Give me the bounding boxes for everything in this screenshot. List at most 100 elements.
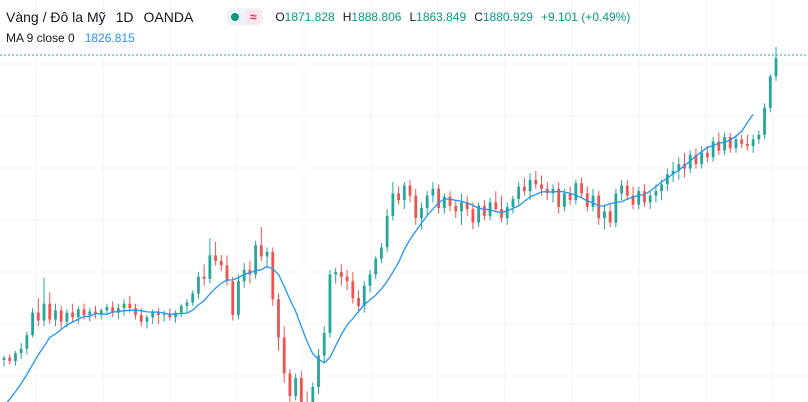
candle-body — [660, 184, 664, 192]
candle-body — [122, 303, 126, 309]
candle — [717, 132, 721, 156]
candle-body — [740, 139, 744, 144]
symbol-name[interactable]: Vàng / Đô la Mỹ — [6, 9, 106, 25]
candle — [522, 177, 526, 196]
candle-body — [734, 139, 738, 149]
candle — [254, 240, 258, 279]
candle — [59, 305, 63, 330]
candle — [402, 182, 406, 210]
indicator-label: MA 9 close 0 — [6, 31, 75, 45]
candle-body — [482, 205, 486, 216]
candle-body — [14, 353, 17, 362]
candle — [471, 202, 475, 230]
candle-body — [620, 185, 623, 194]
candle-body — [8, 357, 12, 362]
candle-body — [614, 193, 618, 223]
candle-body — [517, 186, 521, 199]
candle — [614, 188, 618, 228]
candle-body — [48, 303, 52, 320]
candle — [42, 277, 46, 327]
candle-body — [311, 386, 315, 402]
candle — [391, 182, 395, 221]
candle — [677, 157, 681, 180]
candle-body — [174, 312, 177, 318]
candle-body — [179, 305, 183, 313]
indicator-legend[interactable]: MA 9 close 0 1826.815 — [6, 30, 135, 46]
candle — [768, 74, 772, 113]
candle — [408, 179, 412, 203]
candle — [517, 182, 521, 205]
candle — [145, 314, 149, 329]
candle-body — [19, 348, 23, 354]
candle — [197, 272, 200, 300]
candle-body — [168, 313, 172, 318]
candle-body — [694, 155, 698, 165]
candle — [494, 191, 498, 212]
candle-body — [362, 285, 366, 306]
candle — [460, 193, 463, 225]
candle — [551, 184, 555, 203]
change-value: +9.101 (+0.49%) — [540, 10, 631, 24]
candle-body — [197, 276, 200, 294]
candle-body — [380, 247, 383, 259]
candle — [608, 204, 612, 228]
candle-body — [528, 179, 532, 192]
candle — [385, 209, 389, 252]
candle-body — [551, 188, 555, 194]
candle-body — [116, 308, 120, 313]
candle-body — [557, 188, 561, 207]
candle — [774, 47, 778, 81]
candle-body — [545, 188, 549, 194]
candlestick-series — [2, 47, 778, 402]
candle — [334, 267, 338, 284]
candle — [751, 134, 755, 153]
candle — [277, 293, 280, 351]
candle — [482, 200, 486, 221]
candle-body — [139, 314, 143, 322]
candle — [694, 148, 698, 169]
candle — [71, 303, 75, 322]
candle — [425, 191, 429, 216]
candle — [2, 355, 6, 367]
candle — [317, 348, 320, 394]
candle-body — [540, 184, 543, 189]
candle-body — [288, 373, 292, 396]
candle — [568, 186, 572, 205]
market-status[interactable]: ≈ — [227, 8, 264, 26]
candle-body — [391, 193, 395, 216]
candle — [54, 303, 57, 327]
candle — [700, 146, 704, 169]
candle-body — [231, 281, 235, 315]
candle — [76, 305, 80, 324]
candle — [740, 134, 744, 149]
candle-body — [271, 251, 275, 300]
candle-body — [471, 209, 475, 223]
candle-body — [225, 265, 229, 282]
candle-body — [580, 183, 583, 194]
interval-label[interactable]: 1D — [115, 9, 134, 25]
candle — [191, 290, 195, 306]
candle-body — [637, 191, 641, 205]
symbol-legend: Vàng / Đô la Mỹ 1D OANDA ≈ O1871.828 H18… — [6, 7, 630, 27]
candle-body — [671, 170, 675, 175]
candle-body — [322, 332, 326, 356]
candle-body — [282, 337, 286, 374]
candle — [448, 191, 452, 212]
candle — [585, 186, 589, 212]
candle-body — [705, 152, 709, 158]
candle-body — [574, 183, 578, 201]
candle-body — [71, 312, 75, 318]
candle — [19, 343, 23, 359]
candle — [31, 308, 34, 338]
candle-body — [99, 310, 103, 314]
candle — [208, 238, 212, 284]
candle — [528, 173, 532, 201]
candle — [162, 310, 166, 322]
candle-body — [643, 191, 646, 203]
candle-body — [414, 195, 418, 219]
candle-body — [420, 207, 423, 219]
candle-body — [442, 196, 446, 208]
candle — [643, 184, 646, 207]
candle-body — [460, 202, 463, 212]
